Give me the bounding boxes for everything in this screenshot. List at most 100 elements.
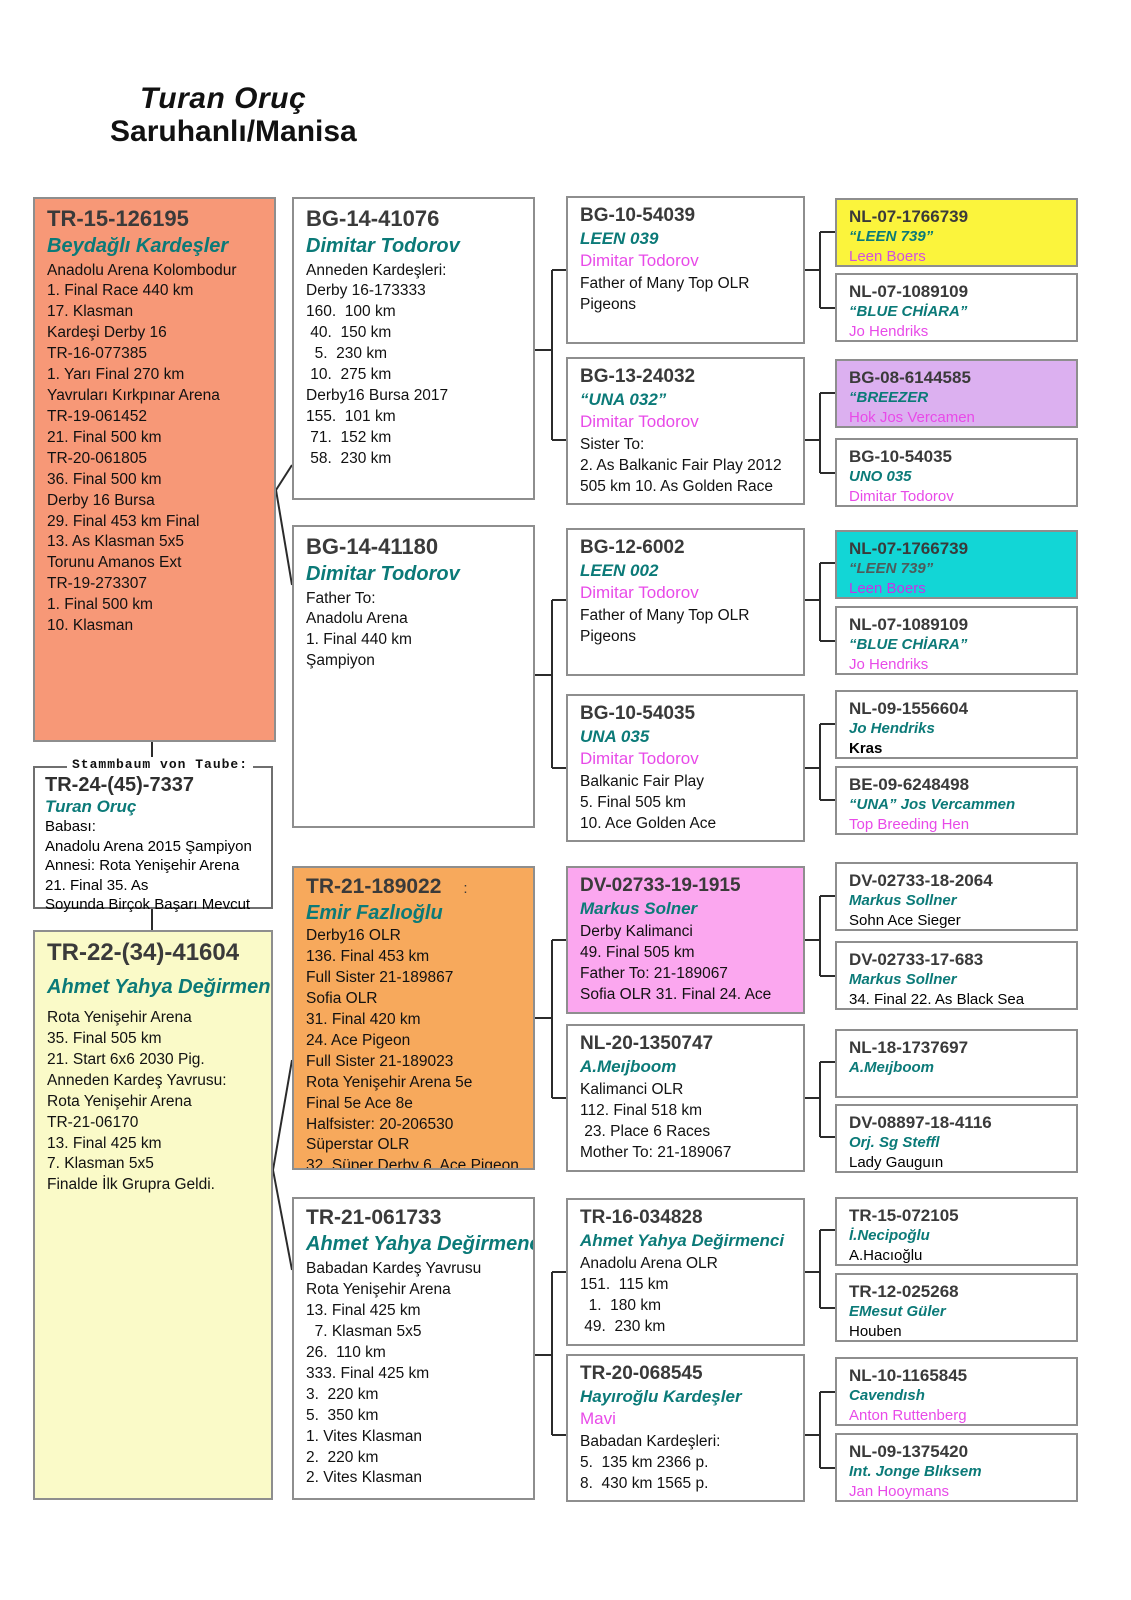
ring-number: DV-02733-17-683: [849, 950, 984, 969]
pigeon-name: Turan Oruç: [45, 797, 137, 816]
pigeon-owner: Leen Boers: [849, 247, 926, 265]
pigeon-owner: Sohn Ace Sieger: [849, 911, 961, 929]
ring-number: BE-09-6248498: [849, 775, 970, 794]
pedigree-node-dam-root[interactable]: TR-22-(34)-41604 Ahmet Yahya Değirmenci …: [33, 930, 273, 1500]
ring-number: NL-07-1766739: [849, 207, 969, 226]
pedigree-node-g4-11[interactable]: NL-18-1737697 A.Meıjboom: [835, 1029, 1078, 1098]
pedigree-node-g4-16[interactable]: NL-09-1375420 Int. Jonge Blıksem Jan Hoo…: [835, 1433, 1078, 1502]
pigeon-name: “UNA” Jos Vercammen: [849, 796, 1016, 814]
pigeon-name: Int. Jonge Blıksem: [849, 1463, 982, 1481]
ring-number: TR-24-(45)-7337: [45, 774, 194, 796]
pedigree-node-g4-2[interactable]: NL-07-1089109 “BLUE CHİARA” Jo Hendriks: [835, 273, 1078, 342]
ring-number: TR-22-(34)-41604: [47, 939, 240, 966]
ring-suffix: :: [463, 880, 468, 897]
pedigree-node-g4-5[interactable]: NL-07-1766739 “LEEN 739” Leen Boers: [835, 530, 1078, 599]
pedigree-node-g2-2[interactable]: BG-14-41180 Dimitar Todorov Father To: A…: [292, 525, 535, 828]
pedigree-node-g4-15[interactable]: NL-10-1165845 Cavendısh Anton Ruttenberg: [835, 1357, 1078, 1426]
pedigree-node-g4-3[interactable]: BG-08-6144585 “BREEZER Hok Jos Vercamen: [835, 359, 1078, 428]
ring-number: NL-09-1556604: [849, 699, 969, 718]
pedigree-node-g3-7[interactable]: TR-16-034828 Ahmet Yahya Değirmenci Anad…: [566, 1198, 805, 1346]
pigeon-owner: Hok Jos Vercamen: [849, 408, 975, 426]
pedigree-node-g4-9[interactable]: DV-02733-18-2064 Markus Sollner Sohn Ace…: [835, 862, 1078, 931]
pedigree-node-g4-12[interactable]: DV-08897-18-4116 Orj. Sg Steffl Lady Gau…: [835, 1104, 1078, 1173]
ring-number: NL-18-1737697: [849, 1038, 969, 1057]
pigeon-details: Balkanic Fair Play 5. Final 505 km 10. A…: [580, 772, 717, 832]
pigeon-name: Dimitar Todorov: [306, 562, 460, 585]
pigeon-name: Markus Solner: [580, 898, 698, 918]
pigeon-name: “LEEN 739”: [849, 560, 934, 578]
pigeon-name: “UNA 032”: [580, 389, 667, 409]
pigeon-name: “BLUE CHİARA”: [849, 636, 968, 654]
pigeon-owner: A.Hacıoğlu: [849, 1246, 923, 1264]
pigeon-details: Derby16 OLR 136. Final 453 km Full Siste…: [306, 927, 519, 1170]
ring-number: NL-09-1375420: [849, 1442, 969, 1461]
pedigree-node-g3-1[interactable]: BG-10-54039 LEEN 039 Dimitar Todorov Fat…: [566, 196, 805, 344]
pigeon-name: UNA 035: [580, 726, 650, 746]
pedigree-node-g4-7[interactable]: NL-09-1556604 Jo Hendriks Kras: [835, 690, 1078, 759]
pigeon-name: “BREEZER: [849, 389, 929, 407]
pigeon-owner: Jo Hendriks: [849, 655, 929, 673]
pigeon-name: Jo Hendriks: [849, 720, 935, 738]
pigeon-details: Derby Kalimanci 49. Final 505 km Father …: [580, 922, 772, 1003]
pigeon-details: Anadolu Arena OLR 151. 115 km 1. 180 km …: [580, 1254, 718, 1335]
pedigree-node-g2-3[interactable]: TR-21-189022: Emir Fazlıoğlu Derby16 OLR…: [292, 866, 535, 1170]
pedigree-node-g3-6[interactable]: NL-20-1350747 A.Meıjboom Kalimanci OLR 1…: [566, 1024, 805, 1172]
ring-number: NL-07-1089109: [849, 282, 969, 301]
pedigree-node-g4-10[interactable]: DV-02733-17-683 Markus Sollner 34. Final…: [835, 941, 1078, 1010]
pigeon-name: Dimitar Todorov: [306, 234, 460, 257]
ring-number: BG-14-41180: [306, 534, 439, 559]
breeder-location: Saruhanlı/Manisa: [110, 115, 357, 148]
pedigree-node-g4-14[interactable]: TR-12-025268 EMesut Güler Houben: [835, 1273, 1078, 1342]
pigeon-details: Anadolu Arena Kolombodur 1. Final Race 4…: [47, 261, 237, 635]
pedigree-node-g3-2[interactable]: BG-13-24032 “UNA 032” Dimitar Todorov Si…: [566, 357, 805, 505]
pigeon-owner: Jan Hooymans: [849, 1482, 950, 1500]
pigeon-name: İ.Necipoğlu: [849, 1227, 930, 1245]
pigeon-name: Orj. Sg Steffl: [849, 1134, 940, 1152]
ring-number: DV-02733-19-1915: [580, 875, 741, 896]
pigeon-owner: Anton Ruttenberg: [849, 1406, 967, 1424]
pigeon-details: Babadan Kardeş Yavrusu Rota Yenişehir Ar…: [306, 1260, 482, 1487]
pedigree-node-g3-5[interactable]: DV-02733-19-1915 Markus Solner Derby Kal…: [566, 866, 805, 1014]
pigeon-name: UNO 035: [849, 468, 912, 486]
pedigree-node-g4-8[interactable]: BE-09-6248498 “UNA” Jos Vercammen Top Br…: [835, 766, 1078, 835]
pigeon-name: LEEN 002: [580, 560, 659, 580]
pigeon-name: EMesut Güler: [849, 1303, 946, 1321]
ring-number: TR-21-189022: [306, 875, 442, 898]
pigeon-details: Sister To: 2. As Balkanic Fair Play 2012…: [580, 435, 782, 495]
pedigree-node-g4-6[interactable]: NL-07-1089109 “BLUE CHİARA” Jo Hendriks: [835, 606, 1078, 675]
pedigree-node-g3-4[interactable]: BG-10-54035 UNA 035 Dimitar Todorov Balk…: [566, 694, 805, 842]
pigeon-name: Beydağlı Kardeşler: [47, 234, 229, 257]
ring-number-row: TR-21-189022:: [306, 874, 523, 900]
pigeon-owner: Kras: [849, 739, 883, 757]
pigeon-name: A.Meıjboom: [849, 1059, 934, 1077]
ring-number: TR-15-126195: [47, 206, 189, 231]
pedigree-node-sire-root[interactable]: TR-15-126195 Beydağlı Kardeşler Anadolu …: [33, 197, 276, 742]
pigeon-owner: 34. Final 22. As Black Sea: [849, 990, 1025, 1008]
pedigree-node-subject[interactable]: Stammbaum von Taube: TR-24-(45)-7337 Tur…: [33, 757, 273, 913]
pigeon-owner: Dimitar Todorov: [580, 250, 699, 270]
ring-number: TR-12-025268: [849, 1282, 959, 1301]
pigeon-owner: Lady Gauguın: [849, 1153, 944, 1171]
pigeon-owner: Dimitar Todorov: [849, 487, 954, 505]
pigeon-name: Markus Sollner: [849, 892, 957, 910]
pigeon-name: Emir Fazlıoğlu: [306, 902, 443, 925]
pigeon-name: Markus Sollner: [849, 971, 957, 989]
pedigree-node-g4-13[interactable]: TR-15-072105 İ.Necipoğlu A.Hacıoğlu: [835, 1197, 1078, 1266]
ring-number: TR-20-068545: [580, 1363, 703, 1384]
pedigree-node-g4-4[interactable]: BG-10-54035 UNO 035 Dimitar Todorov: [835, 438, 1078, 507]
ring-number: TR-16-034828: [580, 1207, 703, 1228]
pigeon-details: Anneden Kardeşleri: Derby 16-173333 160.…: [306, 261, 449, 467]
pedigree-node-g2-1[interactable]: BG-14-41076 Dimitar Todorov Anneden Kard…: [292, 197, 535, 500]
pigeon-owner: Dimitar Todorov: [580, 582, 699, 602]
pigeon-details: Father of Many Top OLR Pigeons: [580, 606, 750, 645]
pigeon-details: Rota Yenişehir Arena 35. Final 505 km 21…: [47, 1009, 227, 1194]
pedigree-node-g2-4[interactable]: TR-21-061733 Ahmet Yahya Değirmenci Baba…: [292, 1197, 535, 1500]
pigeon-details: Babası: Anadolu Arena 2015 Şampiyon Anne…: [45, 818, 252, 913]
ring-number: TR-15-072105: [849, 1206, 959, 1225]
pigeon-name: Ahmet Yahya Değirmenci: [306, 1233, 535, 1256]
pedigree-node-g4-1[interactable]: NL-07-1766739 “LEEN 739” Leen Boers: [835, 198, 1078, 267]
pedigree-node-g3-3[interactable]: BG-12-6002 LEEN 002 Dimitar Todorov Fath…: [566, 528, 805, 676]
pigeon-details: Babadan Kardeşleri: 5. 135 km 2366 p. 8.…: [580, 1432, 721, 1492]
pigeon-name: Ahmet Yahya Değirmenci: [47, 976, 273, 998]
pedigree-node-g3-8[interactable]: TR-20-068545 Hayıroğlu Kardeşler Mavi Ba…: [566, 1354, 805, 1502]
